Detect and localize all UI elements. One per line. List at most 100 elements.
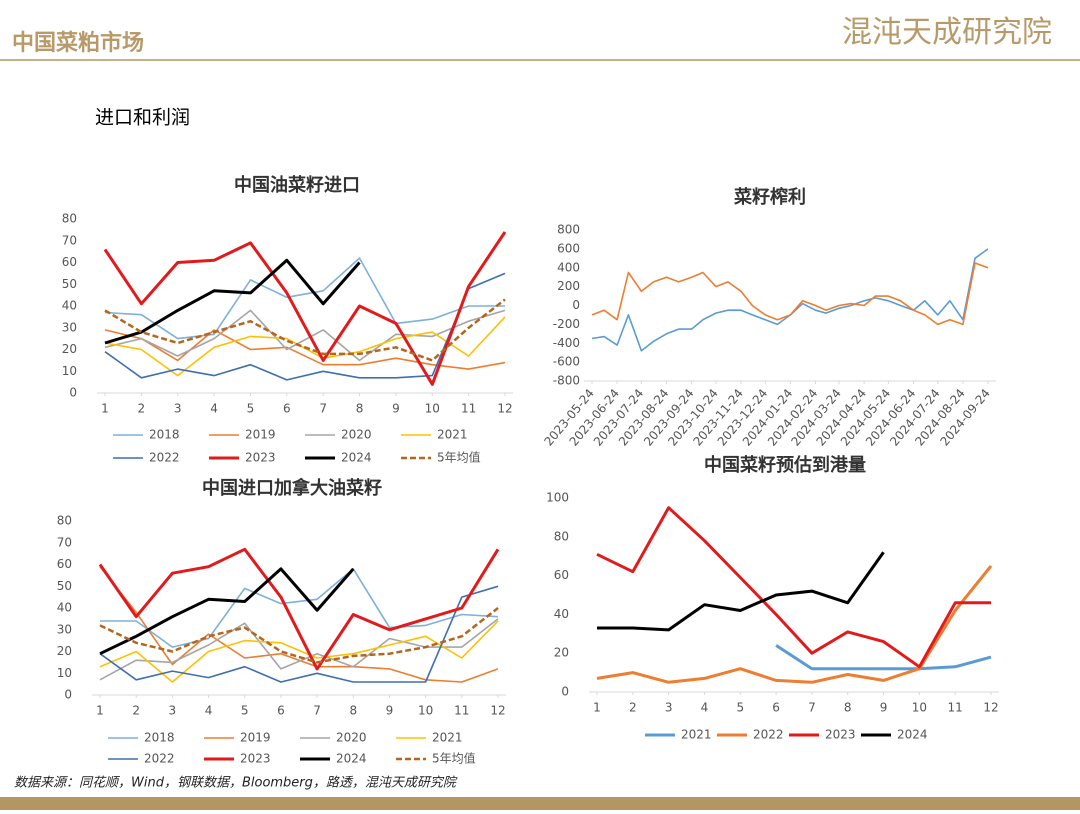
- x-tick-label: 7: [808, 701, 816, 715]
- series-line: [99, 567, 355, 656]
- x-tick-label: 4: [205, 704, 213, 718]
- x-tick-label: 5: [736, 701, 744, 715]
- x-tick-label: 8: [349, 704, 357, 718]
- y-tick-label: 40: [57, 601, 72, 615]
- y-tick-label: 800: [557, 223, 580, 237]
- legend-label: 2024: [336, 752, 367, 766]
- series-line: [104, 257, 505, 340]
- series-line: [775, 644, 992, 671]
- series-line: [99, 585, 499, 683]
- series-line: [591, 248, 989, 352]
- x-tick-label: 3: [169, 704, 177, 718]
- y-tick-label: 10: [57, 666, 72, 680]
- legend-label: 2019: [240, 731, 271, 745]
- y-tick-label: 10: [62, 364, 77, 378]
- series-line: [99, 618, 499, 681]
- y-tick-label: -600: [553, 355, 580, 369]
- series-line: [591, 262, 989, 326]
- legend-label: 2024: [341, 451, 372, 465]
- series-line: [597, 551, 885, 632]
- series-line: [98, 547, 500, 671]
- legend-label: 2023: [240, 752, 271, 766]
- y-tick-label: 400: [557, 260, 580, 274]
- chart-title: 中国菜籽预估到港量: [704, 454, 866, 476]
- legend-label: 2021: [437, 428, 468, 442]
- x-tick-label: 7: [313, 704, 321, 718]
- y-tick-label: 0: [572, 298, 580, 312]
- series-line: [104, 309, 506, 362]
- y-tick-label: -800: [553, 374, 580, 388]
- logo: 混沌天成研究院: [842, 15, 1052, 50]
- x-tick-label: 12: [983, 701, 998, 715]
- x-tick-label: 5: [241, 704, 249, 718]
- x-tick-label: 11: [454, 704, 469, 718]
- x-tick-label: 1: [96, 704, 104, 718]
- y-tick-label: 40: [62, 299, 77, 313]
- y-tick-label: 80: [554, 529, 569, 543]
- series-line: [596, 506, 991, 669]
- x-tick-label: 7: [319, 402, 327, 416]
- x-tick-label: 3: [665, 701, 673, 715]
- y-tick-label: 20: [62, 342, 77, 356]
- legend-label: 2023: [245, 451, 276, 465]
- x-tick-label: 11: [461, 402, 476, 416]
- x-tick-label: 6: [283, 402, 291, 416]
- subtitle: 进口和利润: [95, 107, 190, 129]
- x-tick-label: 9: [880, 701, 888, 715]
- legend-label: 5年均值: [432, 751, 476, 766]
- y-tick-label: 0: [561, 685, 569, 699]
- y-tick-label: 70: [62, 233, 77, 247]
- y-tick-label: 20: [57, 644, 72, 658]
- series-line: [596, 564, 993, 684]
- y-tick-label: 60: [62, 255, 77, 269]
- x-tick-label: 1: [101, 402, 109, 416]
- x-tick-label: 9: [392, 402, 400, 416]
- y-tick-label: 80: [57, 514, 72, 528]
- chart-title: 中国进口加拿大油菜籽: [202, 477, 382, 499]
- x-tick-label: 12: [497, 402, 512, 416]
- legend-label: 2021: [681, 728, 712, 742]
- x-tick-label: 2: [138, 402, 146, 416]
- legend-label: 2022: [149, 451, 180, 465]
- x-tick-label: 8: [844, 701, 852, 715]
- y-tick-label: 80: [62, 212, 77, 226]
- y-tick-label: 200: [557, 279, 580, 293]
- legend-label: 2021: [432, 731, 463, 745]
- chart-title: 中国油菜籽进口: [234, 174, 360, 196]
- legend-label: 2022: [753, 728, 784, 742]
- legend-label: 5年均值: [437, 450, 481, 465]
- y-tick-label: 0: [64, 688, 72, 702]
- x-tick-label: 6: [277, 704, 285, 718]
- x-tick-label: 3: [174, 402, 182, 416]
- legend-label: 2019: [245, 428, 276, 442]
- x-tick-label: 10: [912, 701, 927, 715]
- footer-bar: [0, 797, 1080, 810]
- y-tick-label: -400: [553, 336, 580, 350]
- series-line: [99, 607, 499, 664]
- x-tick-label: 10: [418, 704, 433, 718]
- x-tick-label: 8: [356, 402, 364, 416]
- x-tick-label: 2: [132, 704, 140, 718]
- header-title: 中国菜粕市场: [12, 30, 144, 56]
- legend-label: 2023: [825, 728, 856, 742]
- x-tick-label: 4: [210, 402, 218, 416]
- x-tick-label: 1: [593, 701, 601, 715]
- x-tick-label: 10: [425, 402, 440, 416]
- y-tick-label: 60: [554, 568, 569, 582]
- series-line: [99, 620, 499, 683]
- x-tick-label: 2: [629, 701, 637, 715]
- y-tick-label: -200: [553, 317, 580, 331]
- series-line: [103, 231, 507, 386]
- chart-title: 菜籽榨利: [733, 186, 806, 208]
- x-tick-label: 9: [386, 704, 394, 718]
- series-line: [99, 566, 499, 683]
- y-tick-label: 600: [557, 241, 580, 255]
- x-tick-label: 5: [247, 402, 255, 416]
- legend-label: 2018: [149, 428, 180, 442]
- x-tick-label: 4: [701, 701, 709, 715]
- series-line: [100, 568, 499, 648]
- y-tick-label: 50: [62, 277, 77, 291]
- series-line: [104, 258, 361, 345]
